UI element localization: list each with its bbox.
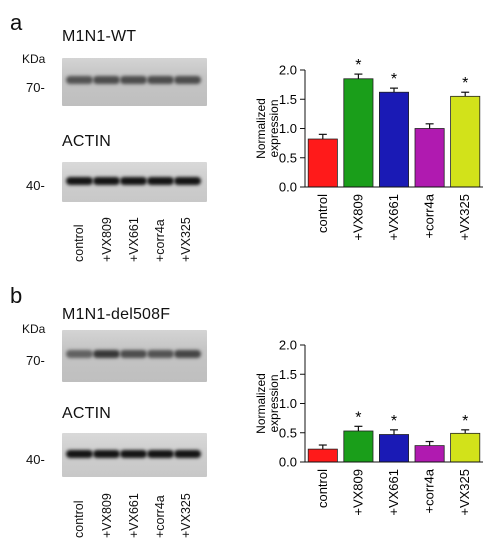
actin-band — [147, 177, 174, 185]
y-tick-label: 0.0 — [279, 180, 297, 195]
bar — [307, 138, 338, 188]
mw-marker-40: 40- — [26, 178, 45, 193]
category-label: +VX325 — [457, 194, 472, 241]
lane-label: +VX661 — [127, 493, 141, 538]
protein-band — [66, 76, 93, 84]
category-label: control — [315, 194, 330, 233]
category-label: +VX809 — [350, 469, 365, 516]
mw-marker-70: 70- — [26, 80, 45, 95]
bar — [450, 95, 481, 188]
western-blot-top — [62, 330, 207, 382]
protein-band — [147, 350, 174, 358]
category-label: +VX325 — [457, 469, 472, 516]
lane-label: control — [72, 500, 86, 538]
y-tick-label: 1.5 — [279, 367, 297, 382]
western-blot-actin — [62, 162, 207, 202]
significance-star: * — [462, 413, 468, 430]
bar — [379, 434, 409, 463]
lane-label: +corr4a — [153, 495, 167, 538]
protein-band — [93, 350, 120, 358]
y-tick-label: 1.5 — [279, 92, 297, 107]
actin-band — [120, 177, 147, 185]
lane-label: +VX809 — [100, 493, 114, 538]
protein-band — [147, 76, 174, 84]
lane-label: +VX325 — [179, 217, 193, 262]
y-tick-label: 0.0 — [279, 455, 297, 470]
significance-star: * — [391, 413, 397, 430]
y-tick-label: 2.0 — [279, 63, 297, 78]
bar — [450, 432, 481, 463]
kda-label: KDa — [22, 52, 46, 66]
lane-label: +corr4a — [153, 219, 167, 262]
y-tick-label: 0.5 — [279, 425, 297, 440]
gel-title: M1N1-del508F — [62, 306, 171, 323]
bar — [343, 78, 374, 188]
actin-label: ACTIN — [62, 405, 111, 422]
lane-label: control — [72, 224, 86, 262]
category-label: +VX661 — [386, 194, 401, 241]
significance-star: * — [355, 57, 361, 74]
y-tick-label: 2.0 — [279, 338, 297, 353]
lane-label: +VX661 — [127, 217, 141, 262]
category-label: +corr4a — [422, 468, 437, 513]
bar-chart-a: control * +VX809 * +VX661 +corr4a * +VX325 0.0 0.… — [255, 57, 483, 241]
bar — [307, 448, 338, 463]
gel-title: M1N1-WT — [62, 28, 137, 45]
actin-band — [93, 450, 120, 458]
actin-band — [66, 450, 93, 458]
category-label: control — [315, 469, 330, 508]
protein-band — [66, 350, 93, 358]
protein-band — [120, 350, 147, 358]
actin-band — [174, 450, 201, 458]
category-label: +corr4a — [422, 193, 437, 238]
category-label: +VX661 — [386, 469, 401, 516]
bar — [414, 445, 445, 463]
protein-band — [174, 350, 201, 358]
actin-band — [120, 450, 147, 458]
bar — [343, 430, 374, 463]
y-axis-title: Normalized — [255, 373, 268, 434]
panel-letter: a — [10, 10, 23, 35]
protein-band — [93, 76, 120, 84]
bar-chart-b: control * +VX809 * +VX661 +corr4a * +VX325 0.0 0.… — [255, 338, 483, 516]
category-label: +VX809 — [350, 194, 365, 241]
y-axis-title: expression — [267, 99, 281, 157]
actin-label: ACTIN — [62, 133, 111, 150]
actin-band — [174, 177, 201, 185]
western-blot-top — [62, 58, 207, 106]
kda-label: KDa — [22, 322, 46, 336]
bar — [414, 128, 445, 188]
protein-band — [120, 76, 147, 84]
actin-band — [93, 177, 120, 185]
panel-letter: b — [10, 283, 23, 308]
lane-label: +VX809 — [100, 217, 114, 262]
protein-band — [174, 76, 201, 84]
bar — [379, 91, 409, 188]
significance-star: * — [462, 75, 468, 92]
y-tick-label: 0.5 — [279, 150, 297, 165]
actin-band — [66, 177, 93, 185]
lane-label: +VX325 — [179, 493, 193, 538]
western-blot-actin — [62, 433, 207, 477]
mw-marker-70: 70- — [26, 353, 45, 368]
mw-marker-40: 40- — [26, 452, 45, 467]
y-tick-label: 1.0 — [279, 396, 297, 411]
y-axis-title: expression — [267, 374, 281, 432]
significance-star: * — [391, 71, 397, 88]
y-tick-label: 1.0 — [279, 121, 297, 136]
actin-band — [147, 450, 174, 458]
y-axis-title: Normalized — [255, 98, 268, 159]
significance-star: * — [355, 409, 361, 426]
